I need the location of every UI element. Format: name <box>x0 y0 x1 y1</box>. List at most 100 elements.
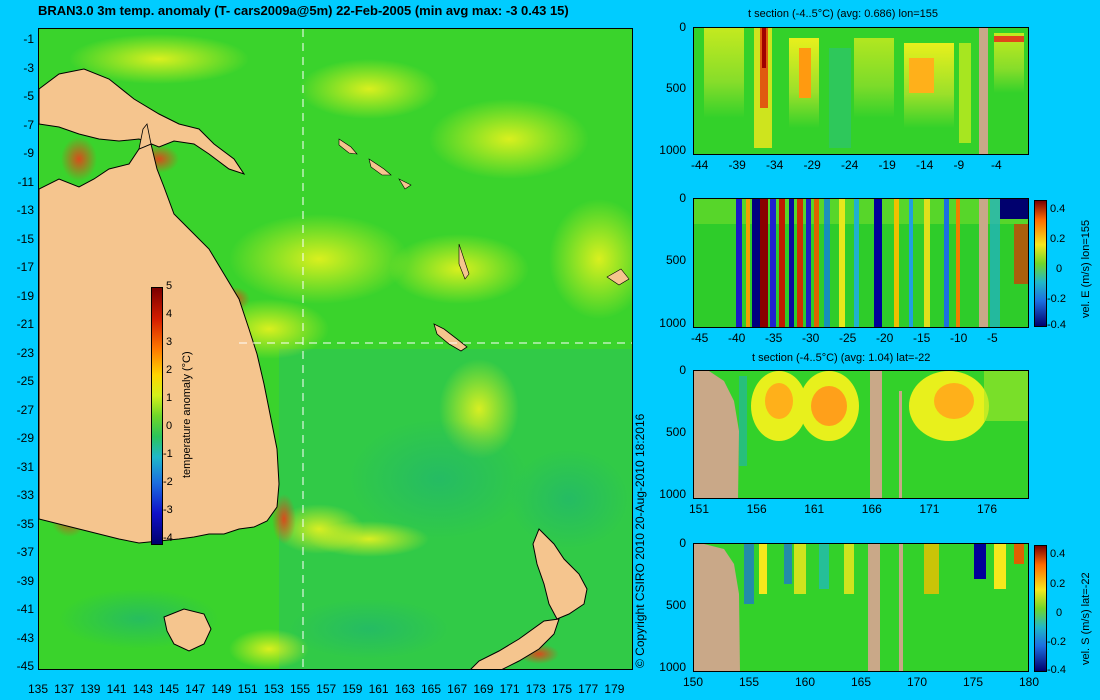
vel-east-section-panel[interactable] <box>693 198 1029 328</box>
vel-south-colorbar-label: vel. S (m/s) lat=-22 <box>1080 572 1092 665</box>
section-depth-tick: 1000 <box>659 486 686 501</box>
longitude-tick: 143 <box>132 682 153 696</box>
section-x-tick: -4 <box>991 158 1002 172</box>
latitude-tick: -25 <box>16 374 34 388</box>
section-x-tick: 165 <box>851 675 872 689</box>
section-x-tick: -34 <box>766 158 784 172</box>
latitude-tick: -43 <box>16 630 34 645</box>
longitude-tick: 155 <box>289 682 311 696</box>
map-colorbar-tick: 3 <box>166 336 173 348</box>
sst-anomaly-map[interactable] <box>38 28 633 670</box>
map-colorbar-tick: 5 <box>166 280 173 292</box>
longitude-tick: 135 <box>27 682 49 696</box>
latitude-tick: -23 <box>16 345 34 360</box>
copyright-notice: © Copyright CSIRO 2010 20-Aug-2010 18:20… <box>633 413 647 668</box>
map-colorbar-tick: -2 <box>163 476 173 488</box>
latitude-tick: -5 <box>23 89 34 103</box>
map-colorbar-tick: 4 <box>166 308 173 320</box>
vel-south-colorbar-tick: -0.2 <box>1047 636 1066 648</box>
latitude-tick: -13 <box>16 203 34 217</box>
latitude-tick: -19 <box>16 288 34 303</box>
latitude-tick: -7 <box>23 117 34 132</box>
longitude-tick: 159 <box>342 682 363 696</box>
section-x-tick: 161 <box>804 502 825 516</box>
latitude-tick: -33 <box>16 488 34 502</box>
longitude-tick: 149 <box>211 682 232 696</box>
latitude-tick: -21 <box>16 317 34 331</box>
longitude-tick: 165 <box>420 682 442 696</box>
temp-section-lon-plot <box>694 28 1028 154</box>
vel-east-colorbar-label: vel. E (m/s) lon=155 <box>1080 219 1092 318</box>
latitude-tick: -31 <box>16 459 34 474</box>
longitude-tick: 169 <box>473 682 494 696</box>
vel-south-colorbar-tick: -0.4 <box>1047 664 1066 676</box>
latitude-tick: -11 <box>17 174 34 189</box>
map-colorbar-label: temperature anomaly (°C) <box>181 351 193 478</box>
longitude-tick: 145 <box>158 682 180 696</box>
section-x-tick: -25 <box>839 331 857 345</box>
vel-south-colorbar-tick: 0.2 <box>1050 578 1066 590</box>
section-depth-tick: 500 <box>665 81 686 96</box>
section-x-tick: -29 <box>803 158 821 172</box>
latitude-tick: -9 <box>23 146 34 160</box>
page-title: BRAN3.0 3m temp. anomaly (T- cars2009a@5… <box>38 3 569 18</box>
section-depth-tick: 1000 <box>659 315 686 330</box>
section-x-tick: -24 <box>841 158 859 172</box>
longitude-tick: 147 <box>185 682 206 696</box>
latitude-tick: -3 <box>23 60 34 75</box>
section-x-tick: -10 <box>950 331 968 345</box>
section-depth-tick: 0 <box>679 363 686 377</box>
longitude-tick: 167 <box>447 682 468 696</box>
section-x-tick: -19 <box>878 158 896 172</box>
panel3-title: t section (-4..5°C) (avg: 1.04) lat=-22 <box>752 352 931 364</box>
section-x-tick: -44 <box>691 158 709 172</box>
latitude-tick: -27 <box>16 402 34 417</box>
panel1-title: t section (-4..5°C) (avg: 0.686) lon=155 <box>748 8 938 20</box>
temp-section-lat-panel[interactable] <box>693 370 1029 499</box>
section-depth-tick: 0 <box>679 191 686 205</box>
vel-south-section-plot <box>694 544 1028 671</box>
section-x-tick: 151 <box>689 502 710 516</box>
vel-south-section-panel[interactable] <box>693 543 1029 672</box>
section-depth-tick: 500 <box>665 253 686 268</box>
longitude-tick: 171 <box>499 682 520 696</box>
longitude-tick: 161 <box>368 682 389 696</box>
section-x-tick: -20 <box>876 331 894 345</box>
section-x-tick: -35 <box>765 331 783 345</box>
latitude-tick: -45 <box>16 659 34 673</box>
vel-east-colorbar-tick: -0.4 <box>1047 319 1066 331</box>
section-x-tick: 180 <box>1019 675 1040 689</box>
section-x-tick: -45 <box>691 331 709 345</box>
map-colorbar-tick: -4 <box>163 532 173 544</box>
latitude-tick: -17 <box>16 260 34 274</box>
section-depth-tick: 500 <box>665 424 686 439</box>
map-colorbar-tick: -3 <box>163 504 173 516</box>
latitude-tick: -15 <box>16 231 34 246</box>
map-colorbar-tick: 0 <box>166 420 173 432</box>
longitude-tick: 141 <box>106 682 127 696</box>
longitude-tick: 163 <box>394 682 415 696</box>
section-x-tick: -9 <box>953 158 965 172</box>
vel-south-colorbar <box>1034 545 1047 672</box>
longitude-tick: 177 <box>578 682 599 696</box>
section-x-tick: -5 <box>987 331 998 345</box>
section-depth-tick: 0 <box>679 20 686 34</box>
longitude-tick: 137 <box>54 682 75 696</box>
section-depth-tick: 0 <box>679 536 686 550</box>
temp-section-lon-panel[interactable] <box>693 27 1029 155</box>
vel-south-colorbar-tick: 0 <box>1056 607 1063 619</box>
section-x-tick: 150 <box>683 675 704 689</box>
longitude-tick: 179 <box>604 682 625 696</box>
section-x-tick: -39 <box>728 158 746 172</box>
longitude-tick: 153 <box>263 682 284 696</box>
longitude-tick: 175 <box>551 682 573 696</box>
longitude-tick: 173 <box>525 682 546 696</box>
section-x-tick: 170 <box>907 675 928 689</box>
section-x-tick: 175 <box>963 675 984 689</box>
section-depth-tick: 1000 <box>659 142 686 157</box>
latitude-tick: -1 <box>23 32 34 46</box>
temp-section-lat-plot <box>694 371 1028 498</box>
section-x-tick: 160 <box>795 675 816 689</box>
section-depth-tick: 500 <box>665 597 686 612</box>
vel-east-colorbar <box>1034 200 1047 327</box>
